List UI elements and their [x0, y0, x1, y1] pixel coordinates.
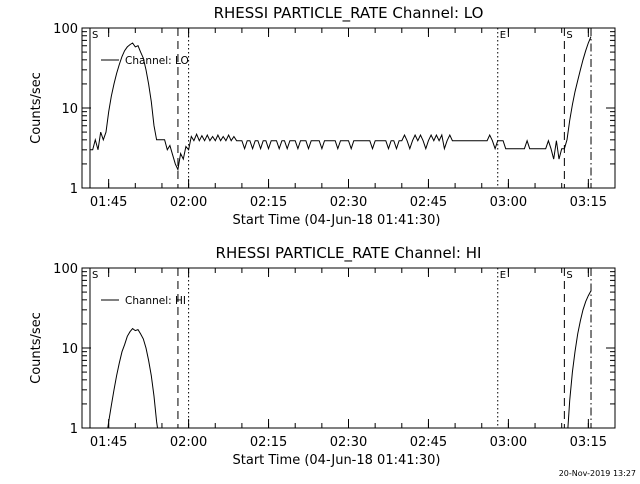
x-tick-label: 02:45 [410, 435, 447, 450]
y-axis-label: Counts/sec [29, 72, 44, 144]
event-marker-label: S [92, 270, 98, 281]
chart-panel-hi: RHESSI PARTICLE_RATE Channel: HI 1 10 100 01… [29, 244, 616, 468]
x-tick-label: 02:00 [170, 435, 207, 450]
series-group [90, 36, 592, 172]
x-tick-label: 03:00 [490, 195, 527, 210]
x-tick-label: 02:15 [250, 435, 287, 450]
plot-frame [81, 27, 616, 189]
y-tick-label: 100 [53, 262, 78, 277]
x-tick-label: 02:45 [410, 195, 447, 210]
x-tick-label: 03:00 [490, 435, 527, 450]
chart-panel-lo: RHESSI PARTICLE_RATE Channel: LO 1 10 100 01… [29, 4, 616, 228]
legend-entry: Channel: LO [125, 55, 189, 67]
series-line [90, 36, 592, 172]
y-tick-label: 10 [61, 342, 78, 357]
series-line [107, 327, 158, 428]
event-marker-label: S [566, 30, 572, 41]
y-tick-label: 1 [70, 422, 78, 437]
event-marker-label: E [500, 30, 506, 41]
chart-title: RHESSI PARTICLE_RATE Channel: LO [214, 4, 484, 23]
x-tick-label: 01:45 [90, 195, 127, 210]
x-tick-label: 02:30 [330, 435, 367, 450]
chart-title: RHESSI PARTICLE_RATE Channel: HI [216, 244, 482, 263]
y-tick-label: 100 [53, 22, 78, 37]
series-line [567, 290, 592, 428]
x-tick-label: 02:30 [330, 195, 367, 210]
plot-frame [81, 267, 616, 429]
legend-entry: Channel: HI [125, 295, 186, 307]
event-marker-label: S [92, 30, 98, 41]
y-axis-label: Counts/sec [29, 312, 44, 384]
x-tick-label: 02:15 [250, 195, 287, 210]
x-tick-label: 03:15 [570, 435, 607, 450]
x-axis-label: Start Time (04-Jun-18 01:41:30) [233, 213, 441, 228]
y-tick-label: 1 [70, 182, 78, 197]
x-tick-label: 02:00 [170, 195, 207, 210]
x-tick-label: 01:45 [90, 435, 127, 450]
series-group [107, 290, 592, 428]
event-marker-label: S [566, 270, 572, 281]
footer-timestamp: 20-Nov-2019 13:27 [559, 469, 636, 478]
x-tick-label: 03:15 [570, 195, 607, 210]
event-marker-label: E [500, 270, 506, 281]
x-axis-label: Start Time (04-Jun-18 01:41:30) [233, 453, 441, 468]
y-tick-label: 10 [61, 102, 78, 117]
